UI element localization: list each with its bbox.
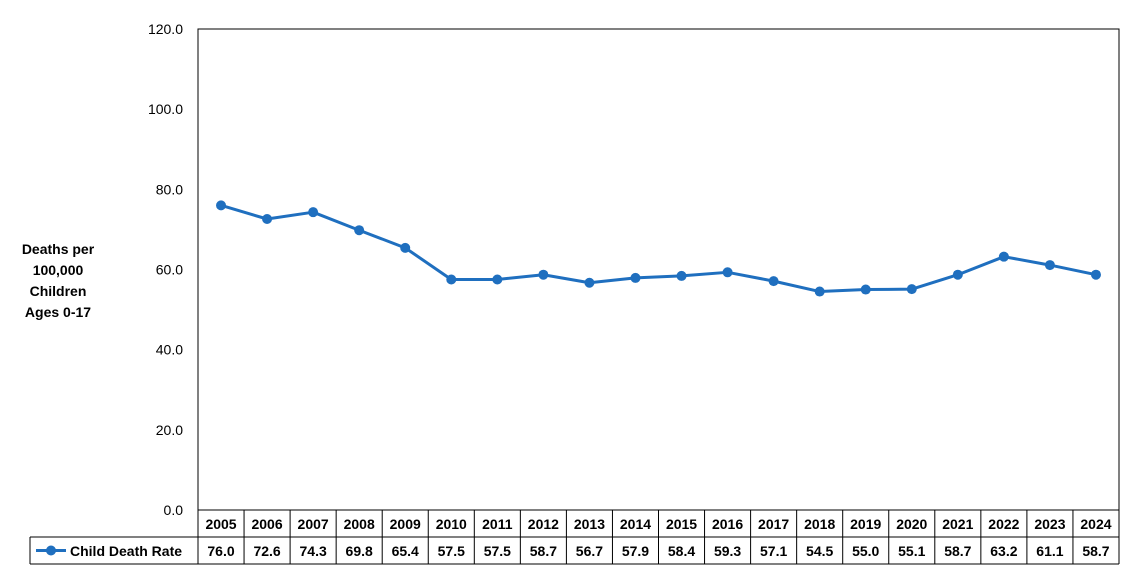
data-label: 63.2 [990, 543, 1017, 559]
x-tick-label: 2018 [804, 516, 835, 532]
data-label: 59.3 [714, 543, 741, 559]
x-tick-label: 2010 [436, 516, 467, 532]
x-tick-label: 2024 [1080, 516, 1111, 532]
data-label: 69.8 [346, 543, 373, 559]
y-tick-label: 0.0 [164, 502, 184, 518]
plot-area [197, 28, 1120, 511]
data-point [584, 277, 595, 288]
y-axis-title-line: Ages 0-17 [25, 304, 91, 320]
y-tick-label: 60.0 [156, 262, 183, 278]
data-point [308, 207, 319, 218]
data-point [446, 274, 457, 285]
x-tick-label: 2019 [850, 516, 881, 532]
data-label: 57.9 [622, 543, 649, 559]
x-tick-label: 2013 [574, 516, 605, 532]
data-point [814, 286, 825, 297]
data-point [630, 272, 641, 283]
data-label: 65.4 [392, 543, 419, 559]
y-axis-title-line: Deaths per [22, 241, 95, 257]
legend-key-marker [46, 545, 56, 556]
data-point [768, 276, 779, 287]
data-label: 76.0 [207, 543, 234, 559]
data-point [538, 269, 549, 280]
series-layer [216, 200, 1101, 297]
x-tick-label: 2011 [482, 516, 513, 532]
data-point [216, 200, 227, 211]
data-point [492, 274, 503, 285]
x-tick-label: 2015 [666, 516, 697, 532]
data-label: 58.7 [530, 543, 557, 559]
data-point [1044, 260, 1055, 271]
data-table: 2005 76.0 2006 72.6 2007 74.3 2008 69.8 2009 65.4… [29, 510, 1120, 565]
x-tick-label: 2017 [758, 516, 789, 532]
data-point [906, 284, 917, 295]
x-tick-label: 2007 [298, 516, 329, 532]
x-tick-label: 2012 [528, 516, 559, 532]
data-point [998, 251, 1009, 262]
data-point [262, 213, 273, 224]
data-point [1090, 269, 1101, 280]
data-point [722, 267, 733, 278]
x-tick-label: 2009 [390, 516, 421, 532]
y-axis-title-line: 100,000 [33, 262, 84, 278]
series-line [220, 203, 1097, 294]
data-point [676, 270, 687, 281]
data-label: 55.1 [898, 543, 925, 559]
x-tick-label: 2016 [712, 516, 743, 532]
data-point [354, 225, 365, 236]
x-tick-label: 2020 [896, 516, 927, 532]
data-label: 55.0 [852, 543, 879, 559]
data-label: 56.7 [576, 543, 603, 559]
x-tick-label: 2014 [620, 516, 651, 532]
legend-label: Child Death Rate [70, 543, 182, 559]
y-axis-title-line: Children [30, 283, 87, 299]
x-tick-label: 2023 [1034, 516, 1065, 532]
data-label: 58.7 [1082, 543, 1109, 559]
data-label: 72.6 [253, 543, 280, 559]
y-axis-title: Deaths per 100,000 Children Ages 0-17 [22, 241, 95, 320]
data-point [952, 269, 963, 280]
y-tick-label: 80.0 [156, 181, 183, 197]
data-label: 74.3 [300, 543, 327, 559]
data-label: 54.5 [806, 543, 833, 559]
y-tick-label: 120.0 [148, 21, 183, 37]
y-tick-label: 100.0 [148, 101, 183, 117]
data-label: 57.1 [760, 543, 787, 559]
data-label: 58.7 [944, 543, 971, 559]
data-point [400, 242, 411, 253]
data-label: 61.1 [1036, 543, 1063, 559]
y-axis-ticks: 0.0 20.0 40.0 60.0 80.0 100.0 120.0 [148, 21, 183, 518]
x-tick-label: 2005 [205, 516, 236, 532]
data-point [860, 284, 871, 295]
data-label: 57.5 [484, 543, 511, 559]
x-tick-label: 2021 [942, 516, 973, 532]
data-label: 58.4 [668, 543, 695, 559]
y-tick-label: 40.0 [156, 342, 183, 358]
y-tick-label: 20.0 [156, 422, 183, 438]
x-tick-label: 2008 [344, 516, 375, 532]
x-tick-label: 2022 [988, 516, 1019, 532]
data-label: 57.5 [438, 543, 465, 559]
x-tick-label: 2006 [251, 516, 282, 532]
